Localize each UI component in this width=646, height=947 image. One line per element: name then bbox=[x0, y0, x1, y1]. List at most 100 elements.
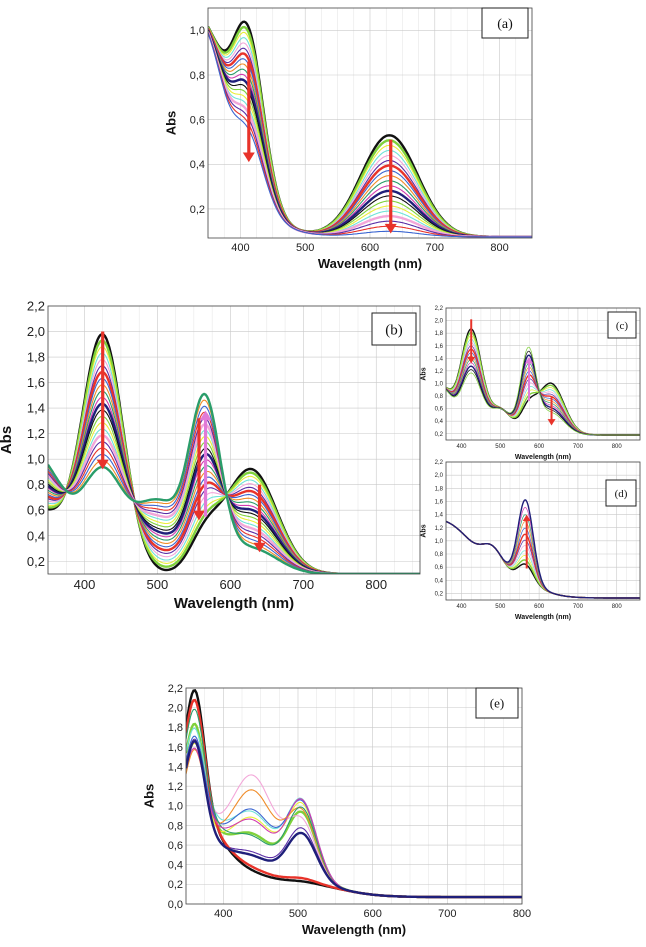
x-tick-label: 600 bbox=[534, 444, 545, 450]
x-tick-label: 400 bbox=[74, 577, 96, 592]
change-arrow-head bbox=[253, 542, 266, 553]
y-tick-label: 0,6 bbox=[435, 565, 444, 571]
y-tick-label: 0,6 bbox=[168, 840, 183, 852]
y-tick-label: 1,2 bbox=[435, 526, 444, 532]
x-axis-label: Wavelength (nm) bbox=[515, 454, 571, 461]
panel-label: (e) bbox=[490, 696, 504, 711]
panel-label: (c) bbox=[616, 320, 629, 332]
y-tick-label: 0,2 bbox=[190, 204, 205, 216]
panel-label-box bbox=[481, 7, 529, 39]
y-tick-label: 2,0 bbox=[168, 702, 183, 714]
y-tick-label: 1,0 bbox=[190, 25, 205, 37]
plot-frame bbox=[207, 7, 533, 239]
x-tick-label: 500 bbox=[289, 908, 307, 920]
panel-label-box bbox=[371, 312, 417, 346]
series-line bbox=[48, 390, 420, 574]
y-tick-label: 1,6 bbox=[27, 375, 45, 390]
y-tick-label: 0,6 bbox=[435, 407, 444, 413]
x-tick-label: 700 bbox=[438, 908, 456, 920]
y-tick-label: 0,8 bbox=[27, 477, 45, 492]
x-tick-label: 400 bbox=[214, 908, 232, 920]
y-tick-label: 1,0 bbox=[435, 382, 444, 388]
y-tick-label: 1,4 bbox=[168, 761, 183, 773]
change-arrow-head bbox=[522, 514, 531, 521]
x-tick-label: 700 bbox=[426, 242, 444, 254]
y-tick-label: 1,2 bbox=[168, 781, 183, 793]
x-tick-label: 800 bbox=[612, 444, 623, 450]
y-axis-label: Abs bbox=[164, 111, 179, 136]
panel-label-box bbox=[607, 311, 637, 339]
series-group bbox=[446, 328, 640, 436]
y-tick-label: 0,4 bbox=[435, 578, 444, 584]
y-tick-label: 2,2 bbox=[435, 306, 444, 312]
y-tick-label: 2,2 bbox=[27, 299, 45, 314]
y-tick-label: 1,8 bbox=[27, 350, 45, 365]
panel-label: (b) bbox=[385, 322, 403, 338]
x-tick-label: 600 bbox=[534, 604, 545, 610]
x-axis-label: Wavelength (nm) bbox=[318, 256, 422, 271]
series-line bbox=[48, 409, 420, 574]
y-tick-label: 1,4 bbox=[435, 356, 444, 362]
x-tick-label: 600 bbox=[220, 577, 242, 592]
y-axis-label: Abs bbox=[0, 426, 15, 454]
y-axis-label: Abs bbox=[142, 784, 157, 809]
y-tick-label: 1,0 bbox=[168, 801, 183, 813]
x-tick-label: 800 bbox=[490, 242, 508, 254]
y-tick-label: 0,6 bbox=[27, 503, 45, 518]
series-line bbox=[48, 415, 420, 574]
change-arrow-head bbox=[96, 459, 109, 470]
y-tick-label: 0,4 bbox=[435, 419, 444, 425]
chart-panel-a: 400 500 600 700 800 0,2 0,4 0,6 0,8 1,0 Wavelength… bbox=[164, 7, 533, 271]
x-tick-label: 600 bbox=[361, 242, 379, 254]
x-tick-label: 800 bbox=[612, 604, 623, 610]
series-group bbox=[48, 332, 420, 574]
y-tick-label: 1,6 bbox=[435, 500, 444, 506]
x-tick-label: 800 bbox=[513, 908, 531, 920]
series-line bbox=[48, 392, 420, 574]
y-tick-label: 0,2 bbox=[435, 432, 444, 438]
y-tick-label: 0,4 bbox=[27, 528, 45, 543]
y-tick-label: 2,2 bbox=[168, 683, 183, 695]
y-tick-label: 0,0 bbox=[168, 899, 183, 911]
change-arrow-head bbox=[192, 510, 205, 521]
chart-panel-e: 400 500 600 700 800 0,0 0,2 0,4 0,6 0,8 1,0 1,2 1,4 1… bbox=[142, 683, 532, 937]
y-tick-label: 1,0 bbox=[27, 452, 45, 467]
x-tick-label: 800 bbox=[365, 577, 387, 592]
series-line bbox=[48, 423, 420, 574]
y-tick-label: 0,8 bbox=[435, 552, 444, 558]
x-axis-label: Wavelength (nm) bbox=[302, 922, 406, 937]
series-line bbox=[48, 370, 420, 574]
y-axis-label: Abs bbox=[421, 524, 428, 537]
panel-label: (d) bbox=[615, 488, 628, 500]
series-group bbox=[186, 689, 522, 899]
y-tick-label: 1,2 bbox=[27, 426, 45, 441]
chart-panel-c: 400 500 600 700 800 0,2 0,4 0,6 0,8 1,0 1,2 1,4 1,6 1… bbox=[421, 306, 641, 461]
series-line bbox=[48, 352, 420, 574]
x-tick-label: 600 bbox=[363, 908, 381, 920]
y-tick-label: 0,6 bbox=[190, 115, 205, 127]
y-tick-label: 1,4 bbox=[435, 513, 444, 519]
series-line bbox=[446, 499, 640, 599]
x-axis-label: Wavelength (nm) bbox=[174, 595, 294, 612]
y-tick-label: 1,0 bbox=[435, 539, 444, 545]
series-line bbox=[48, 339, 420, 574]
y-tick-label: 0,8 bbox=[168, 820, 183, 832]
x-tick-label: 700 bbox=[573, 604, 584, 610]
panel-label: (a) bbox=[497, 17, 513, 32]
y-tick-label: 0,4 bbox=[168, 860, 183, 872]
y-tick-label: 0,2 bbox=[27, 554, 45, 569]
y-tick-label: 1,6 bbox=[168, 742, 183, 754]
plot-frame bbox=[445, 461, 641, 601]
y-tick-label: 2,0 bbox=[435, 473, 444, 479]
y-tick-label: 2,0 bbox=[27, 324, 45, 339]
series-line bbox=[48, 402, 420, 574]
series-line bbox=[48, 358, 420, 574]
plot-frame bbox=[185, 687, 523, 905]
series-line bbox=[208, 32, 532, 238]
change-arrow-head bbox=[199, 410, 212, 421]
change-arrow-head bbox=[242, 152, 255, 163]
x-tick-label: 500 bbox=[495, 604, 506, 610]
change-arrow-head bbox=[384, 223, 397, 234]
x-tick-label: 500 bbox=[147, 577, 169, 592]
